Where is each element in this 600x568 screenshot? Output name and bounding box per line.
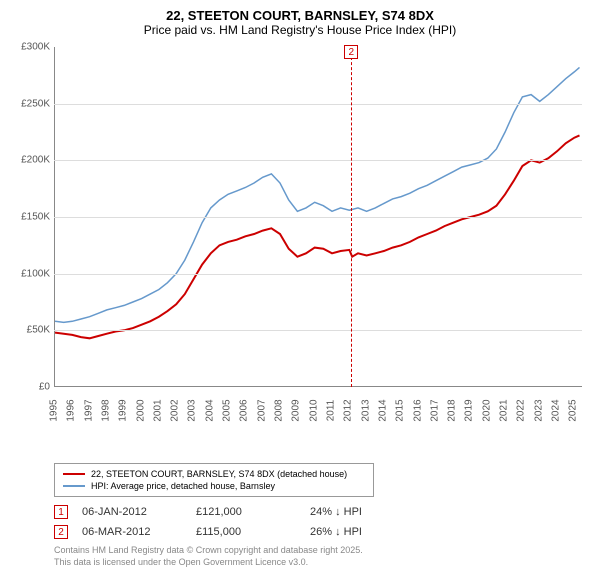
- xtick-label: 2016: [412, 396, 423, 426]
- xtick-label: 2019: [464, 396, 475, 426]
- event-row: 2 06-MAR-2012 £115,000 26% ↓ HPI: [54, 525, 588, 539]
- ytick-label: £100K: [12, 268, 50, 279]
- xtick-label: 2020: [481, 396, 492, 426]
- xtick-label: 2024: [551, 396, 562, 426]
- xtick-label: 2025: [568, 396, 579, 426]
- series-red-line: [55, 135, 580, 338]
- xtick-label: 2015: [395, 396, 406, 426]
- xtick-label: 2007: [256, 396, 267, 426]
- legend: 22, STEETON COURT, BARNSLEY, S74 8DX (de…: [54, 463, 374, 497]
- ytick-label: £200K: [12, 155, 50, 166]
- ytick-label: £250K: [12, 98, 50, 109]
- xtick-label: 2006: [239, 396, 250, 426]
- chart-area: £0 £50K £100K £150K £200K £250K £300K 1995 1996…: [12, 43, 588, 423]
- ytick-label: £0: [12, 382, 50, 393]
- chart-subtitle: Price paid vs. HM Land Registry's House …: [12, 23, 588, 37]
- event-marker: 1: [54, 505, 68, 519]
- legend-label: 22, STEETON COURT, BARNSLEY, S74 8DX (de…: [91, 469, 347, 479]
- xtick-label: 2018: [447, 396, 458, 426]
- footer-line2: This data is licensed under the Open Gov…: [54, 557, 588, 568]
- event-price: £115,000: [196, 526, 296, 538]
- xtick-label: 1999: [118, 396, 129, 426]
- event-marker: 2: [54, 525, 68, 539]
- ytick-label: £50K: [12, 325, 50, 336]
- ytick-label: £300K: [12, 42, 50, 53]
- xtick-label: 2005: [222, 396, 233, 426]
- footer: Contains HM Land Registry data © Crown c…: [54, 545, 588, 568]
- gridline: [54, 274, 582, 275]
- xtick-label: 2023: [533, 396, 544, 426]
- legend-row: HPI: Average price, detached house, Barn…: [63, 480, 365, 492]
- event-date: 06-MAR-2012: [82, 526, 182, 538]
- marker-line: [351, 47, 352, 387]
- xtick-label: 2022: [516, 396, 527, 426]
- legend-swatch: [63, 473, 85, 475]
- footer-line1: Contains HM Land Registry data © Crown c…: [54, 545, 588, 557]
- ytick-label: £150K: [12, 212, 50, 223]
- xtick-label: 2021: [499, 396, 510, 426]
- event-diff: 24% ↓ HPI: [310, 506, 410, 518]
- xtick-label: 2012: [343, 396, 354, 426]
- gridline: [54, 330, 582, 331]
- xtick-label: 1995: [49, 396, 60, 426]
- xtick-label: 2000: [135, 396, 146, 426]
- chart-title: 22, STEETON COURT, BARNSLEY, S74 8DX: [12, 8, 588, 23]
- legend-label: HPI: Average price, detached house, Barn…: [91, 481, 275, 491]
- xtick-label: 2004: [204, 396, 215, 426]
- event-price: £121,000: [196, 506, 296, 518]
- xtick-label: 2002: [170, 396, 181, 426]
- xtick-label: 2009: [291, 396, 302, 426]
- series-blue-line: [55, 67, 580, 322]
- legend-row: 22, STEETON COURT, BARNSLEY, S74 8DX (de…: [63, 468, 365, 480]
- gridline: [54, 160, 582, 161]
- xtick-label: 2003: [187, 396, 198, 426]
- marker-box: 2: [344, 45, 358, 59]
- xtick-label: 1997: [83, 396, 94, 426]
- xtick-label: 2013: [360, 396, 371, 426]
- event-row: 1 06-JAN-2012 £121,000 24% ↓ HPI: [54, 505, 588, 519]
- xtick-label: 2017: [429, 396, 440, 426]
- xtick-label: 1996: [66, 396, 77, 426]
- xtick-label: 2011: [325, 396, 336, 426]
- event-date: 06-JAN-2012: [82, 506, 182, 518]
- event-diff: 26% ↓ HPI: [310, 526, 410, 538]
- gridline: [54, 104, 582, 105]
- xtick-label: 2014: [377, 396, 388, 426]
- events-table: 1 06-JAN-2012 £121,000 24% ↓ HPI 2 06-MAR-201…: [54, 505, 588, 539]
- xtick-label: 1998: [100, 396, 111, 426]
- xtick-label: 2008: [274, 396, 285, 426]
- xtick-label: 2010: [308, 396, 319, 426]
- legend-swatch: [63, 485, 85, 487]
- gridline: [54, 217, 582, 218]
- xtick-label: 2001: [152, 396, 163, 426]
